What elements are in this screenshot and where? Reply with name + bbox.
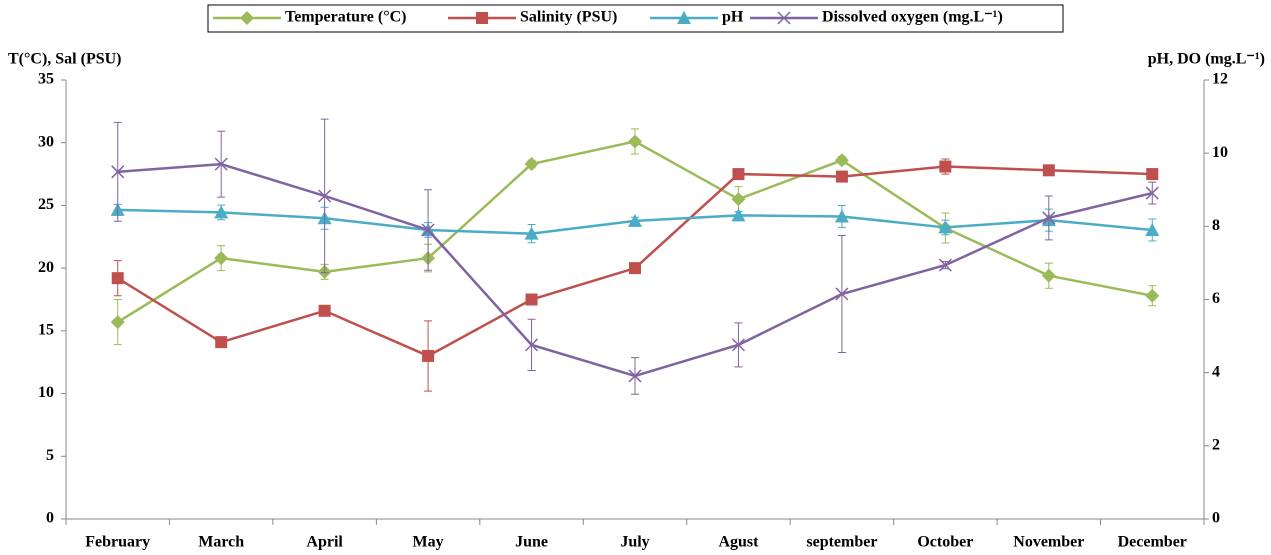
x-tick-label: July [620,534,649,551]
y2-tick-label: 12 [1212,71,1228,88]
y-axis-title: T(°C), Sal (PSU) [8,51,122,68]
y2-tick-label: 10 [1212,144,1228,161]
point-marker [1145,222,1160,236]
legend-label: Temperature (°C) [285,9,406,26]
y2-tick-label: 0 [1212,510,1220,527]
point-marker [731,208,746,222]
point-marker [938,258,952,272]
point-marker [1041,268,1056,283]
point-marker [524,157,539,172]
point-marker [110,315,125,330]
point-marker [1145,288,1160,303]
x-tick-label: september [806,534,877,551]
point-marker [835,170,848,183]
x-tick-label: March [198,534,244,551]
point-marker [525,338,539,352]
point-marker [732,168,745,181]
y2-axis-title: pH, DO (mg.L⁻¹) [1148,51,1265,68]
x-tick-label: December [1118,534,1187,551]
y-tick-label: 35 [38,71,54,88]
point-marker [422,349,435,362]
y-tick-label: 5 [46,447,54,464]
point-marker [111,165,125,179]
point-marker [939,160,952,173]
point-marker [214,205,229,219]
point-marker [111,272,124,285]
y-tick-label: 20 [38,259,54,276]
legend-box [207,4,1064,33]
point-marker [318,304,331,317]
point-marker [628,134,642,149]
x-tick-label: May [413,534,444,551]
point-marker [628,369,642,383]
legend-label: Dissolved oxygen (mg.L⁻¹) [822,9,1003,26]
point-marker [318,189,332,203]
legend-label: pH [722,9,744,26]
point-marker [1146,168,1159,181]
point-marker [834,209,849,223]
point-marker [524,226,539,240]
x-tick-label: February [85,534,150,551]
y2-tick-label: 8 [1212,217,1220,234]
point-marker [731,338,745,352]
point-marker [214,251,229,266]
x-tick-label: April [306,534,343,551]
series-line [117,165,1153,358]
legend-marker [240,11,254,25]
point-marker [214,157,228,171]
legend-marker [677,11,691,24]
y-tick-label: 0 [46,510,54,527]
point-marker [835,287,849,301]
point-marker [731,192,746,207]
y2-tick-label: 4 [1212,363,1220,380]
y-tick-label: 15 [38,322,54,339]
y-tick-label: 10 [38,384,54,401]
x-tick-label: Agust [718,534,759,551]
y-tick-label: 30 [38,133,54,150]
point-marker [938,220,953,234]
x-tick-label: June [515,534,548,551]
point-marker [525,293,538,306]
y2-tick-label: 6 [1212,290,1220,307]
point-marker [628,213,642,227]
point-marker [1145,186,1159,200]
y2-tick-label: 2 [1212,437,1220,454]
point-marker [421,223,435,237]
x-tick-label: November [1013,534,1084,551]
x-tick-label: October [917,534,973,551]
legend-label: Salinity (PSU) [520,9,617,26]
legend-marker [777,11,791,25]
legend-marker [476,12,488,24]
point-marker [834,153,849,168]
y-tick-label: 25 [38,196,54,213]
point-marker [1042,164,1055,177]
point-marker [1042,211,1056,225]
point-marker [215,336,228,349]
point-marker [629,262,641,275]
